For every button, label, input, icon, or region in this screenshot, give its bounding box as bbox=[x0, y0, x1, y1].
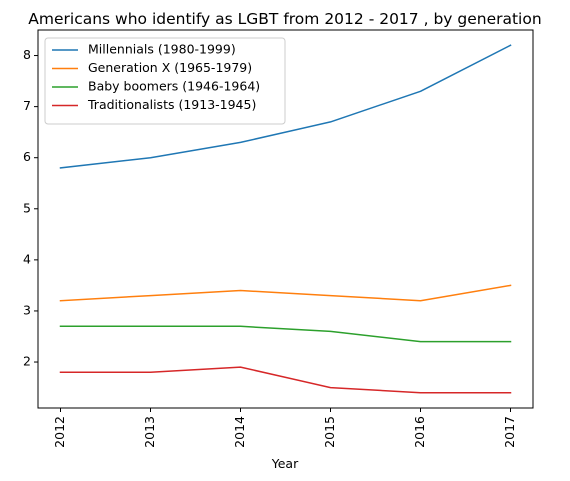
legend-box bbox=[44, 37, 286, 125]
series-line-3 bbox=[59, 325, 512, 343]
x-tick-label: 2016 bbox=[412, 416, 427, 448]
x-axis-label: Year bbox=[271, 456, 299, 471]
y-tick-label: 5 bbox=[23, 200, 31, 215]
y-tick-label: 8 bbox=[23, 47, 31, 62]
x-tick-label: 2015 bbox=[322, 416, 337, 448]
legend-label: Millennials (1980-1999) bbox=[88, 42, 236, 57]
y-tick-label: 7 bbox=[23, 98, 31, 113]
y-tick-label: 3 bbox=[23, 302, 31, 317]
legend-label: Generation X (1965-1979) bbox=[88, 60, 252, 75]
x-tick-label: 2012 bbox=[52, 416, 67, 448]
legend: Millennials (1980-1999) Generation X (196… bbox=[44, 37, 286, 125]
legend-label: Traditionalists (1913-1945) bbox=[87, 97, 256, 112]
series-line-4 bbox=[59, 366, 512, 394]
x-tick-label: 2013 bbox=[142, 416, 157, 448]
x-tick-label: 2014 bbox=[232, 416, 247, 448]
y-tick-label: 6 bbox=[23, 149, 31, 164]
series-line-2 bbox=[59, 284, 512, 302]
plot-frame bbox=[37, 29, 534, 409]
x-tick-label: 2017 bbox=[502, 416, 517, 448]
series-line-1 bbox=[59, 44, 512, 169]
chart-title: Americans who identify as LGBT from 2012… bbox=[28, 10, 541, 28]
legend-label: Baby boomers (1946-1964) bbox=[88, 79, 260, 94]
y-tick-label: 2 bbox=[23, 354, 31, 369]
y-tick-label: 4 bbox=[23, 251, 31, 266]
